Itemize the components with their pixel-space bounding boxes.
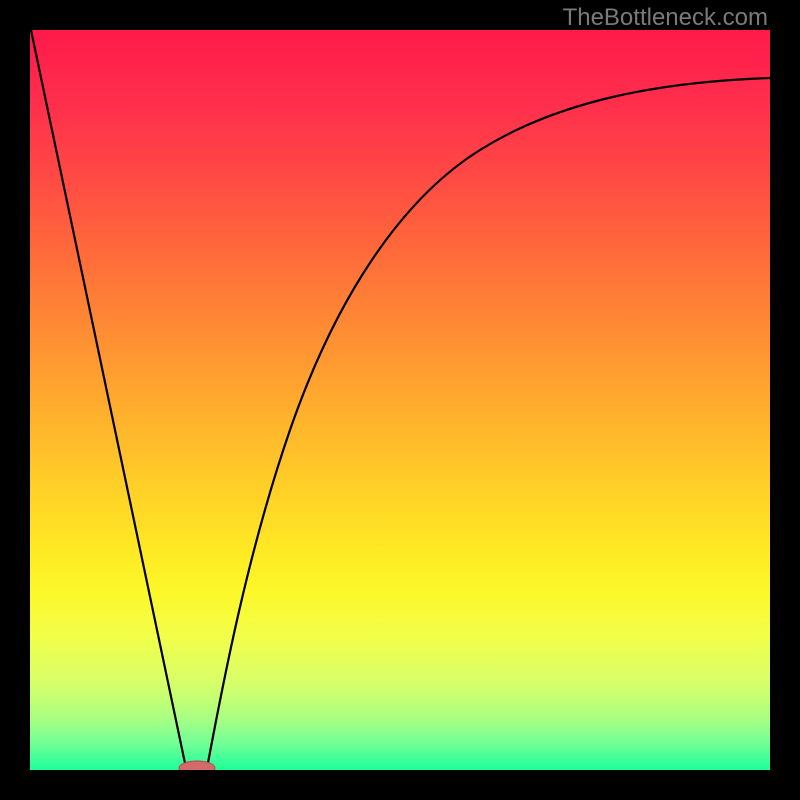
watermark-label: TheBottleneck.com: [563, 4, 768, 32]
chart-background: [30, 30, 770, 770]
chart-svg: [30, 30, 770, 770]
chart-frame: [30, 30, 770, 770]
